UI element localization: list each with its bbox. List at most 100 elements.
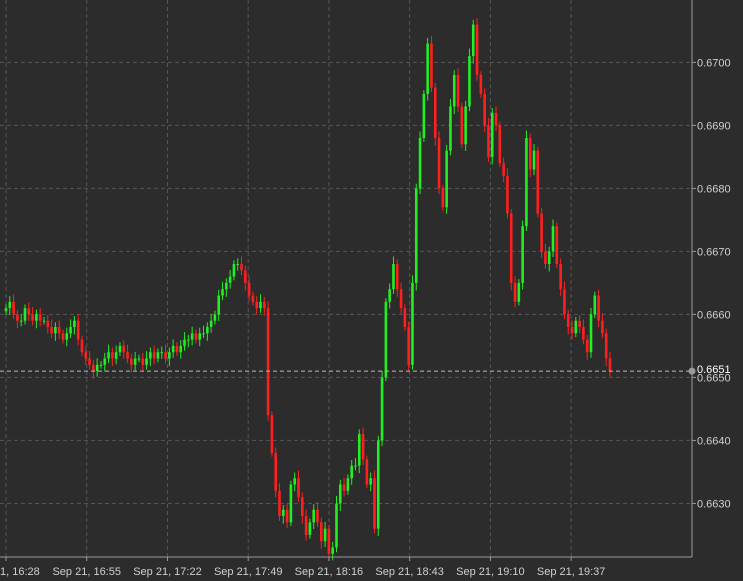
candle-body-66 — [255, 301, 259, 309]
candle-body-65 — [251, 295, 255, 302]
candle-body-148 — [566, 314, 570, 328]
candle-body-97 — [373, 478, 376, 529]
x-axis-ticks: 1, 16:28 Sep 21, 16:55 Sep 21, 17:22 Sep 21… — [0, 557, 605, 578]
candle-body-48 — [187, 339, 190, 341]
candle-body-84 — [323, 528, 327, 542]
candle-body-129 — [494, 112, 498, 126]
candle-body-17 — [69, 327, 72, 334]
candle-body-81 — [312, 509, 315, 523]
candle-body-79 — [304, 516, 308, 535]
candle-body-71 — [274, 453, 278, 491]
candle-body-60 — [232, 264, 236, 277]
candle-body-137 — [525, 137, 528, 227]
candle-body-10 — [42, 320, 46, 322]
candle-body-69 — [266, 308, 270, 416]
candle-body-73 — [282, 509, 285, 517]
candle-body-102 — [392, 264, 395, 290]
candle-body-72 — [278, 490, 281, 517]
candle-body-70 — [270, 415, 274, 454]
candle-body-11 — [46, 320, 50, 328]
candle-body-156 — [597, 295, 600, 321]
candle-body-140 — [536, 150, 540, 214]
candle-body-118 — [452, 74, 456, 107]
candle-body-147 — [563, 289, 566, 315]
x-tick-label-0: 1, 16:28 — [0, 566, 40, 578]
candle-body-149 — [570, 327, 574, 334]
candle-body-158 — [604, 333, 608, 359]
candle-body-85 — [327, 528, 331, 554]
candle-body-78 — [301, 497, 304, 517]
candle-body-142 — [544, 251, 547, 265]
candle-body-29 — [114, 352, 118, 359]
candle-body-115 — [441, 188, 445, 208]
candle-body-25 — [99, 364, 103, 366]
candle-body-114 — [437, 137, 441, 189]
candle-body-76 — [293, 478, 297, 485]
candle-body-107 — [411, 282, 414, 365]
candle-body-16 — [65, 333, 69, 340]
candle-body-153 — [585, 339, 589, 353]
candle-body-38 — [149, 352, 152, 359]
candle-body-64 — [247, 282, 251, 296]
candle-body-27 — [107, 352, 110, 359]
candle-body-108 — [414, 188, 418, 283]
candle-body-154 — [589, 314, 593, 353]
candle-body-2 — [12, 301, 15, 315]
candle-body-93 — [357, 434, 361, 466]
candle-body-57 — [221, 289, 224, 296]
candle-body-124 — [475, 24, 479, 75]
candle-body-116 — [445, 150, 448, 208]
candle-body-145 — [555, 226, 559, 265]
candle-body-121 — [464, 106, 467, 145]
candle-body-45 — [175, 345, 179, 353]
candle-body-139 — [532, 150, 536, 170]
candle-body-46 — [179, 345, 183, 353]
candle-body-136 — [521, 226, 524, 283]
x-tick-label-5: Sep 21, 18:43 — [375, 566, 444, 578]
candle-body-34 — [133, 358, 137, 365]
candle-body-18 — [73, 320, 76, 328]
current-price-label: 0.6651 — [697, 364, 731, 376]
candle-body-5 — [23, 308, 27, 321]
candle-body-50 — [194, 333, 198, 340]
y-axis-ticks: 0.6630 0.6640 0.6650 0.6660 0.6670 0.6680 0.66… — [692, 57, 731, 510]
candle-body-117 — [449, 106, 452, 151]
candle-body-74 — [285, 509, 289, 523]
candle-body-132 — [506, 175, 509, 214]
candle-body-40 — [156, 352, 160, 359]
candle-body-30 — [118, 345, 122, 353]
candle-body-133 — [509, 213, 513, 283]
candle-body-49 — [190, 333, 194, 340]
y-tick-label-1: 0.6640 — [697, 435, 731, 447]
candle-body-51 — [198, 333, 202, 340]
candle-body-21 — [84, 352, 88, 359]
candle-body-24 — [95, 364, 99, 372]
candle-body-39 — [152, 352, 156, 359]
candle-body-112 — [430, 43, 433, 88]
y-tick-label-7: 0.6700 — [697, 57, 731, 69]
candle-body-120 — [460, 106, 464, 145]
candle-body-13 — [54, 327, 57, 334]
candle-body-157 — [601, 320, 604, 334]
axes — [0, 0, 693, 558]
candle-body-32 — [126, 352, 129, 359]
candle-body-151 — [578, 320, 581, 328]
x-tick-label-2: Sep 21, 17:22 — [133, 566, 202, 578]
candle-body-47 — [183, 339, 186, 346]
candle-body-4 — [19, 320, 23, 322]
candle-body-22 — [88, 358, 91, 365]
candle-body-75 — [289, 484, 293, 523]
candle-body-94 — [361, 434, 365, 460]
grid-lines — [0, 0, 692, 557]
candle-body-109 — [418, 137, 422, 189]
y-tick-label-4: 0.6670 — [697, 246, 731, 258]
candle-body-98 — [376, 440, 380, 529]
candle-body-3 — [16, 314, 19, 321]
y-tick-label-6: 0.6690 — [697, 120, 731, 132]
candle-body-110 — [422, 93, 426, 138]
candle-body-155 — [593, 295, 597, 315]
y-tick-label-3: 0.6660 — [697, 309, 731, 321]
candle-body-119 — [456, 74, 460, 107]
candle-body-56 — [217, 295, 221, 315]
